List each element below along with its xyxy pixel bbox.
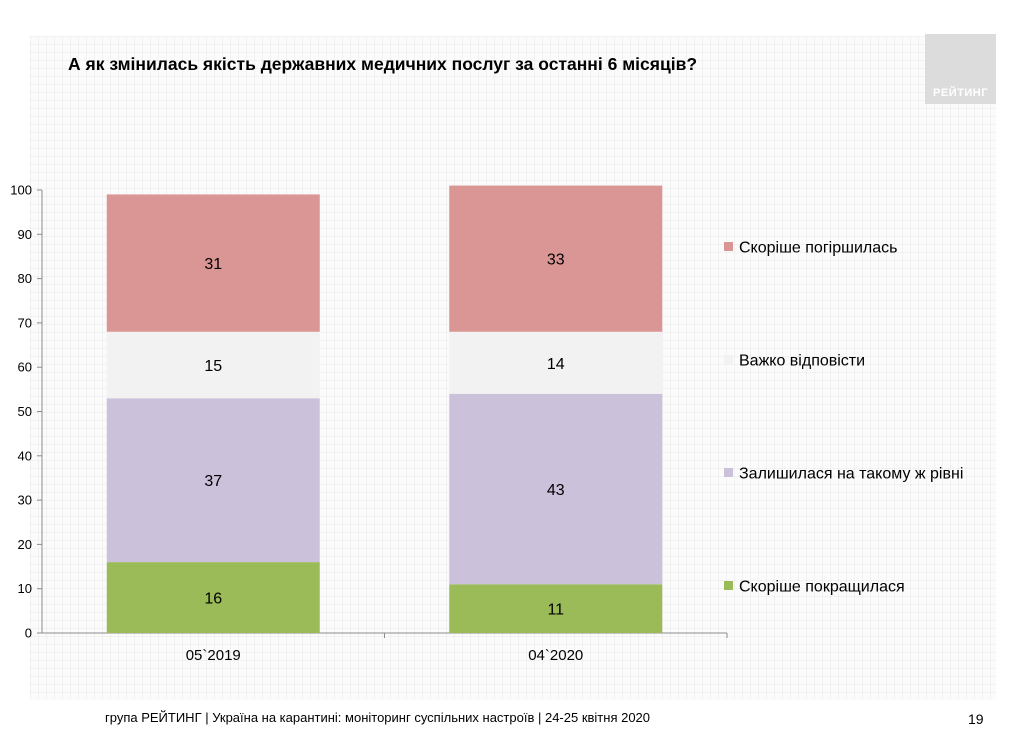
data-label: 14	[547, 356, 565, 373]
legend-swatch	[724, 581, 733, 590]
data-label: 37	[204, 473, 222, 490]
x-tick-label: 05`2019	[186, 647, 241, 664]
y-tick-label: 90	[18, 227, 32, 242]
data-label: 15	[204, 358, 222, 375]
y-tick-label: 20	[18, 537, 32, 552]
bar-segment	[106, 331, 320, 399]
y-tick-label: 10	[18, 581, 32, 596]
data-label: 16	[204, 591, 222, 608]
y-tick-label: 30	[18, 493, 32, 508]
x-tick-label: 04`2020	[528, 647, 583, 664]
page-number: 19	[968, 711, 984, 727]
y-tick-label: 0	[25, 626, 32, 641]
legend-label: Скоріше покращилася	[739, 579, 905, 596]
y-tick-label: 60	[18, 360, 32, 375]
y-tick-label: 100	[10, 183, 32, 198]
data-label: 11	[547, 602, 564, 619]
legend-label: Скоріше погіршилась	[739, 240, 897, 257]
footer-text: група РЕЙТИНГ | Україна на карантині: мо…	[105, 710, 651, 725]
bar-segment	[106, 562, 320, 633]
legend-swatch	[724, 355, 733, 364]
legend-swatch	[724, 468, 733, 477]
legend-label: Залишилася на такому ж рівні	[739, 466, 963, 483]
data-label: 33	[547, 252, 565, 269]
bar-segment	[449, 331, 663, 394]
bar-segment	[449, 584, 663, 633]
data-label: 43	[547, 482, 565, 499]
bar-segment	[449, 393, 663, 585]
logo-text: РЕЙТИНГ	[933, 87, 988, 99]
bar-segment	[449, 185, 663, 332]
data-label: 31	[204, 256, 222, 273]
chart-title: А як змінилась якість державних медичних…	[68, 54, 698, 74]
bar-segment	[106, 194, 320, 332]
y-tick-label: 50	[18, 404, 32, 419]
y-tick-label: 40	[18, 448, 32, 463]
y-tick-label: 70	[18, 315, 32, 330]
bar-segment	[106, 398, 320, 563]
legend-swatch	[724, 242, 733, 251]
rating-logo: РЕЙТИНГ	[925, 34, 996, 104]
y-tick-label: 80	[18, 271, 32, 286]
legend-label: Важко відповісти	[739, 353, 865, 370]
